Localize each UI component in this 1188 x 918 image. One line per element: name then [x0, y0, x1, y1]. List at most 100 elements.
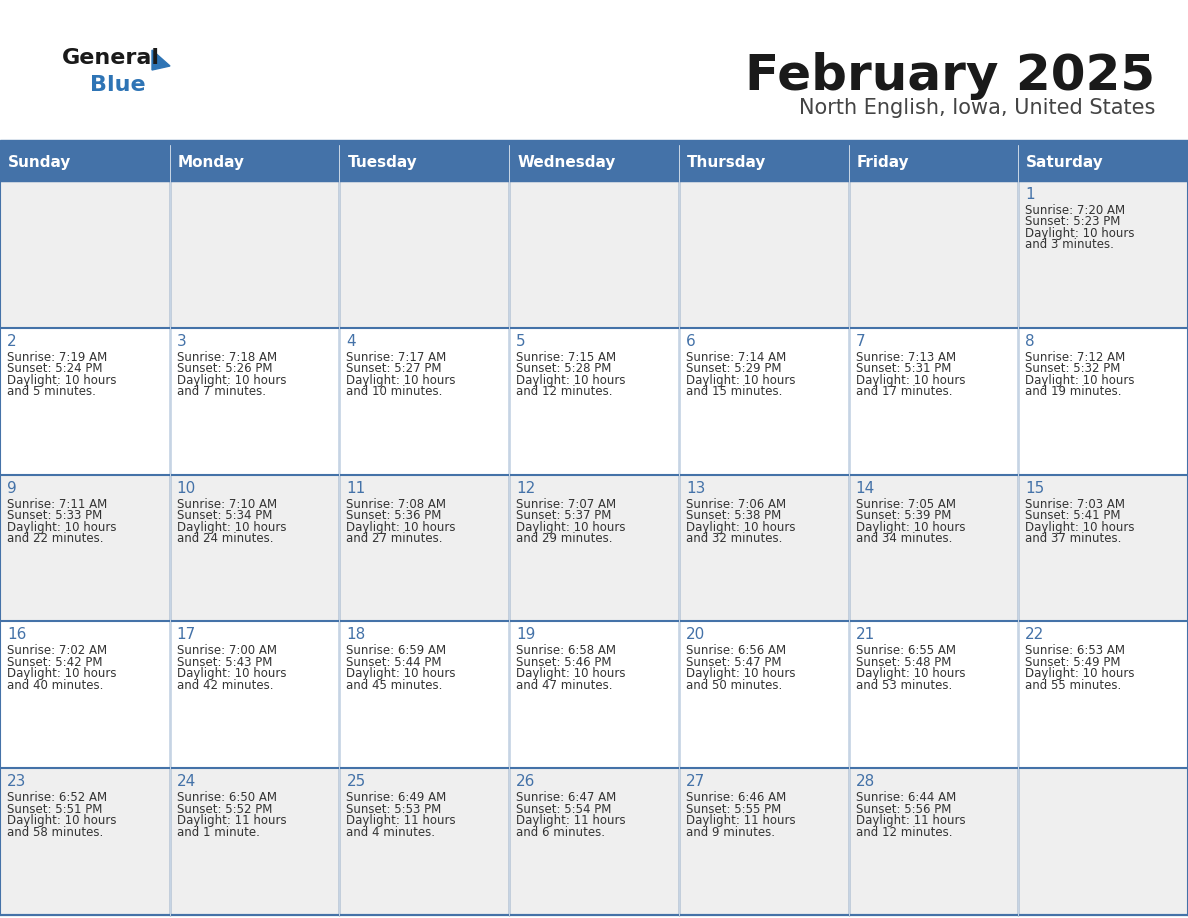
Text: Daylight: 10 hours: Daylight: 10 hours [685, 374, 795, 386]
Text: Sunrise: 7:15 AM: Sunrise: 7:15 AM [516, 351, 617, 364]
Text: and 47 minutes.: and 47 minutes. [516, 678, 613, 692]
Text: and 6 minutes.: and 6 minutes. [516, 825, 605, 839]
Text: Daylight: 11 hours: Daylight: 11 hours [177, 814, 286, 827]
Text: and 34 minutes.: and 34 minutes. [855, 532, 952, 545]
Text: Sunrise: 6:47 AM: Sunrise: 6:47 AM [516, 791, 617, 804]
Text: Sunset: 5:41 PM: Sunset: 5:41 PM [1025, 509, 1120, 522]
Text: Daylight: 10 hours: Daylight: 10 hours [7, 521, 116, 533]
Text: Sunset: 5:29 PM: Sunset: 5:29 PM [685, 363, 782, 375]
Text: 24: 24 [177, 774, 196, 789]
Bar [0, 328, 1188, 475]
Text: 19: 19 [516, 627, 536, 643]
Text: Sunset: 5:33 PM: Sunset: 5:33 PM [7, 509, 102, 522]
Text: Sunset: 5:36 PM: Sunset: 5:36 PM [347, 509, 442, 522]
Text: Sunset: 5:24 PM: Sunset: 5:24 PM [7, 363, 102, 375]
Text: and 45 minutes.: and 45 minutes. [347, 678, 443, 692]
Text: Sunrise: 7:05 AM: Sunrise: 7:05 AM [855, 498, 955, 510]
Text: Sunset: 5:28 PM: Sunset: 5:28 PM [516, 363, 612, 375]
Text: Sunset: 5:42 PM: Sunset: 5:42 PM [7, 655, 102, 669]
Text: 14: 14 [855, 481, 874, 496]
Text: Sunrise: 6:46 AM: Sunrise: 6:46 AM [685, 791, 786, 804]
Text: Sunrise: 7:20 AM: Sunrise: 7:20 AM [1025, 204, 1125, 217]
Text: and 32 minutes.: and 32 minutes. [685, 532, 782, 545]
Text: Sunset: 5:39 PM: Sunset: 5:39 PM [855, 509, 950, 522]
Text: 10: 10 [177, 481, 196, 496]
Text: and 17 minutes.: and 17 minutes. [855, 386, 952, 398]
Text: Daylight: 10 hours: Daylight: 10 hours [1025, 667, 1135, 680]
Text: Daylight: 10 hours: Daylight: 10 hours [1025, 227, 1135, 240]
Text: Daylight: 10 hours: Daylight: 10 hours [347, 667, 456, 680]
Bar [848, 145, 1018, 181]
Text: 7: 7 [855, 334, 865, 349]
Text: 28: 28 [855, 774, 874, 789]
Text: Sunset: 5:55 PM: Sunset: 5:55 PM [685, 802, 781, 816]
Bar [0, 768, 1188, 915]
Text: Sunset: 5:27 PM: Sunset: 5:27 PM [347, 363, 442, 375]
Text: Sunrise: 7:12 AM: Sunrise: 7:12 AM [1025, 351, 1125, 364]
Text: and 19 minutes.: and 19 minutes. [1025, 386, 1121, 398]
Text: Sunrise: 7:10 AM: Sunrise: 7:10 AM [177, 498, 277, 510]
Text: Sunday: Sunday [8, 155, 71, 171]
Text: Sunset: 5:44 PM: Sunset: 5:44 PM [347, 655, 442, 669]
Text: Blue: Blue [90, 75, 146, 95]
Text: February 2025: February 2025 [745, 52, 1155, 100]
Text: 20: 20 [685, 627, 706, 643]
Text: Sunset: 5:23 PM: Sunset: 5:23 PM [1025, 216, 1120, 229]
Bar [0, 621, 1188, 768]
Text: Sunset: 5:34 PM: Sunset: 5:34 PM [177, 509, 272, 522]
Text: Sunrise: 6:56 AM: Sunrise: 6:56 AM [685, 644, 786, 657]
Text: 1: 1 [1025, 187, 1035, 202]
Text: and 29 minutes.: and 29 minutes. [516, 532, 613, 545]
Text: and 15 minutes.: and 15 minutes. [685, 386, 782, 398]
Text: Sunrise: 6:49 AM: Sunrise: 6:49 AM [347, 791, 447, 804]
Text: 11: 11 [347, 481, 366, 496]
Text: Daylight: 10 hours: Daylight: 10 hours [177, 521, 286, 533]
Text: 6: 6 [685, 334, 696, 349]
Bar [0, 145, 170, 181]
Text: and 40 minutes.: and 40 minutes. [7, 678, 103, 692]
Text: 2: 2 [7, 334, 17, 349]
Text: 21: 21 [855, 627, 874, 643]
Text: Sunrise: 6:53 AM: Sunrise: 6:53 AM [1025, 644, 1125, 657]
Text: 16: 16 [7, 627, 26, 643]
Text: and 42 minutes.: and 42 minutes. [177, 678, 273, 692]
Text: Daylight: 10 hours: Daylight: 10 hours [855, 667, 965, 680]
Text: 3: 3 [177, 334, 187, 349]
Text: Sunrise: 7:03 AM: Sunrise: 7:03 AM [1025, 498, 1125, 510]
Text: and 9 minutes.: and 9 minutes. [685, 825, 775, 839]
Text: Sunrise: 7:17 AM: Sunrise: 7:17 AM [347, 351, 447, 364]
Text: Daylight: 10 hours: Daylight: 10 hours [7, 374, 116, 386]
Text: and 58 minutes.: and 58 minutes. [7, 825, 103, 839]
Text: Friday: Friday [857, 155, 909, 171]
Bar [510, 145, 678, 181]
Text: Monday: Monday [178, 155, 245, 171]
Text: Sunset: 5:48 PM: Sunset: 5:48 PM [855, 655, 950, 669]
Text: 22: 22 [1025, 627, 1044, 643]
Text: and 24 minutes.: and 24 minutes. [177, 532, 273, 545]
Text: Sunset: 5:52 PM: Sunset: 5:52 PM [177, 802, 272, 816]
Text: 27: 27 [685, 774, 706, 789]
Text: Daylight: 10 hours: Daylight: 10 hours [685, 667, 795, 680]
Text: and 7 minutes.: and 7 minutes. [177, 386, 266, 398]
Text: Sunset: 5:46 PM: Sunset: 5:46 PM [516, 655, 612, 669]
Text: Sunrise: 7:13 AM: Sunrise: 7:13 AM [855, 351, 955, 364]
Text: Daylight: 10 hours: Daylight: 10 hours [1025, 521, 1135, 533]
Text: Daylight: 10 hours: Daylight: 10 hours [516, 521, 626, 533]
Text: and 3 minutes.: and 3 minutes. [1025, 239, 1114, 252]
Text: Daylight: 10 hours: Daylight: 10 hours [177, 667, 286, 680]
Bar [0, 140, 1188, 145]
Text: Tuesday: Tuesday [347, 155, 417, 171]
Text: Daylight: 10 hours: Daylight: 10 hours [855, 374, 965, 386]
Text: Thursday: Thursday [687, 155, 766, 171]
Text: Daylight: 11 hours: Daylight: 11 hours [516, 814, 626, 827]
Text: Sunrise: 6:50 AM: Sunrise: 6:50 AM [177, 791, 277, 804]
Bar [0, 475, 1188, 621]
Text: Wednesday: Wednesday [517, 155, 615, 171]
Text: Daylight: 10 hours: Daylight: 10 hours [177, 374, 286, 386]
Text: Daylight: 10 hours: Daylight: 10 hours [7, 814, 116, 827]
Text: and 27 minutes.: and 27 minutes. [347, 532, 443, 545]
Text: Daylight: 11 hours: Daylight: 11 hours [855, 814, 965, 827]
Text: Daylight: 11 hours: Daylight: 11 hours [347, 814, 456, 827]
Text: and 12 minutes.: and 12 minutes. [855, 825, 952, 839]
Text: Sunrise: 7:02 AM: Sunrise: 7:02 AM [7, 644, 107, 657]
